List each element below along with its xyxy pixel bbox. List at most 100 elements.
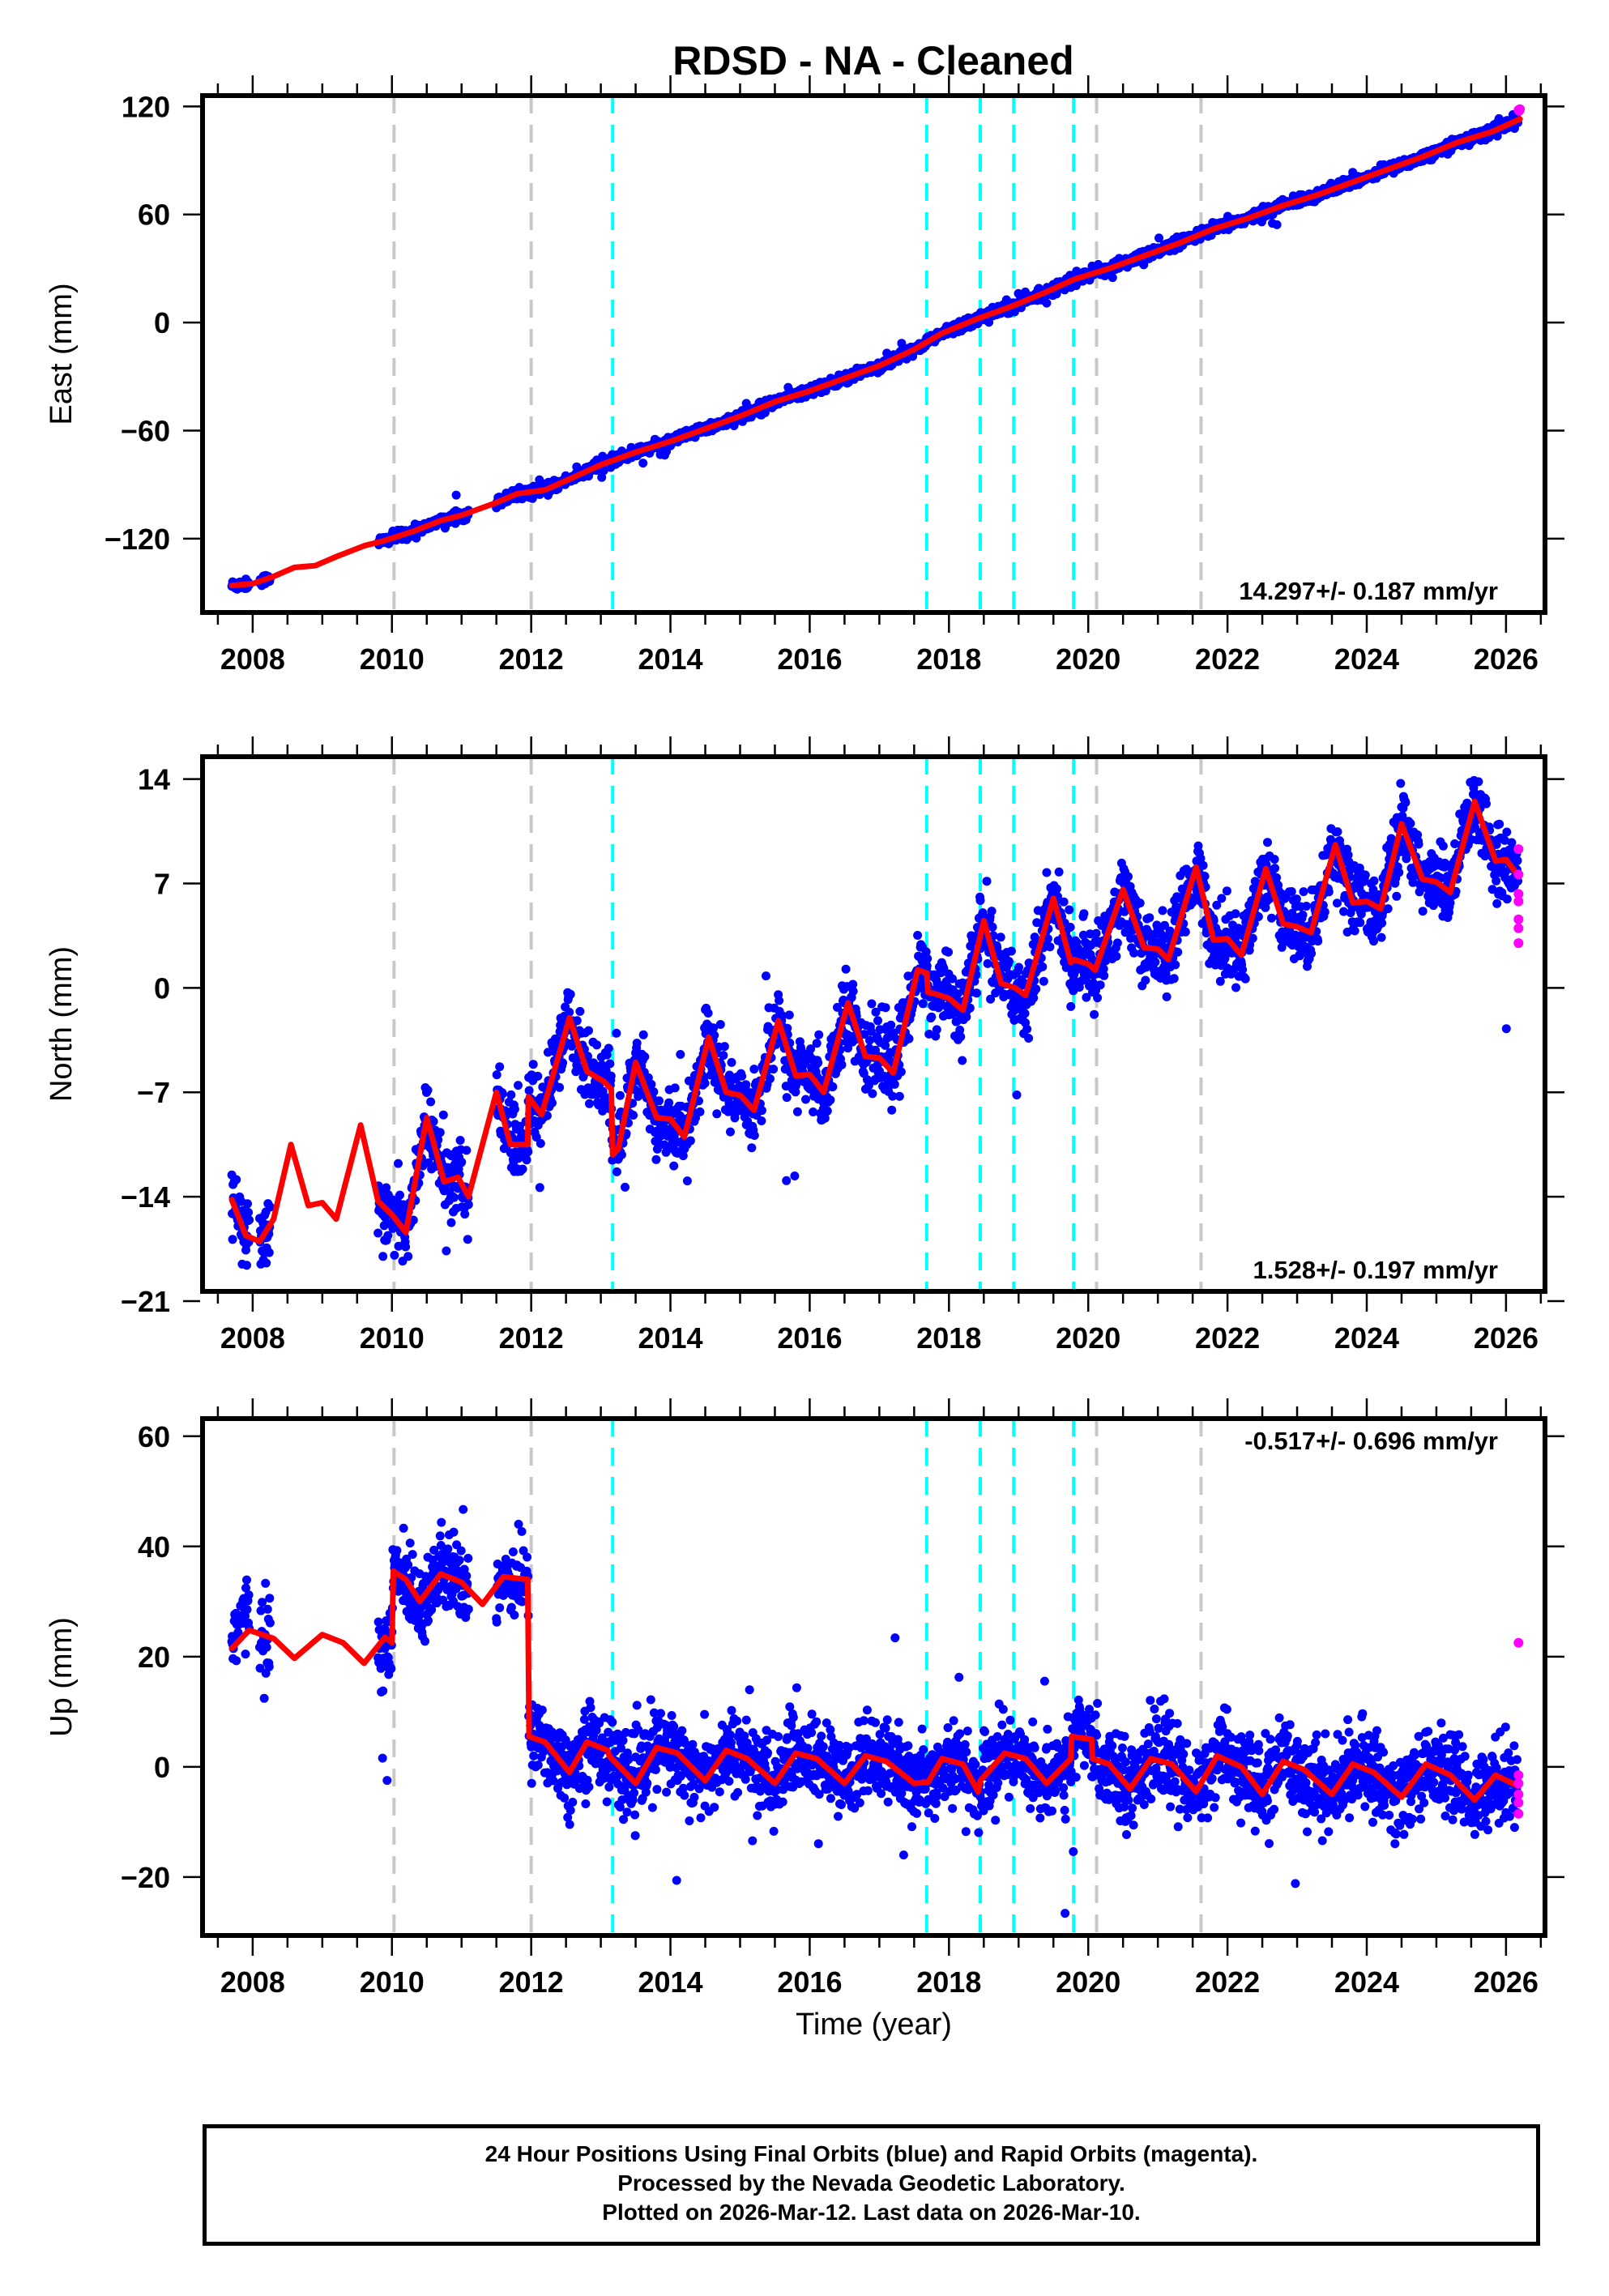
data-point [523,1147,533,1157]
data-point [986,994,996,1004]
data-point [536,1138,545,1148]
x-tick-label: 2022 [1195,642,1260,676]
data-point [1012,1090,1022,1099]
data-point [426,1097,436,1107]
data-point [617,1150,626,1159]
data-point [555,1082,565,1092]
data-point [243,1199,252,1209]
data-point [1492,131,1502,141]
data-point [457,1157,467,1167]
model-fit-line [228,116,1523,589]
data-point [1217,894,1227,903]
data-point [528,1060,538,1069]
data-point [1200,872,1210,881]
x-tick-label: 2008 [220,642,285,676]
data-point [678,1151,688,1161]
data-point [822,1106,832,1116]
data-point [1043,934,1052,944]
data-point [749,1131,759,1140]
data-point [585,1099,594,1108]
data-point [712,1109,722,1119]
data-point [923,954,933,963]
data-point [868,1089,877,1099]
data-point [826,1095,835,1105]
data-point [958,1056,967,1065]
data-point [647,1079,656,1089]
plot-area [227,757,1524,1291]
data-point [455,1136,465,1145]
data-point [904,1034,914,1043]
data-point [462,1146,472,1155]
data-point [1171,960,1180,970]
data-point [813,1058,823,1068]
data-point [1161,969,1171,979]
data-point [670,1083,680,1093]
data-point [1022,1024,1032,1034]
data-point [1095,980,1105,990]
data-point [638,1030,648,1039]
data-point [685,1136,695,1146]
data-point [948,974,958,984]
data-point [510,1104,519,1114]
data-point [1169,974,1179,984]
data-point [806,1044,816,1054]
data-point [567,1039,577,1049]
data-point [1066,1001,1076,1011]
data-point [1135,898,1145,908]
data-point [887,1105,897,1115]
data-point [1180,927,1190,937]
data-point [782,1176,792,1185]
data-point [676,1050,685,1059]
data-point [812,1039,822,1048]
panel-north: 2008 2010 2012 2014 2016 2018 2020 2022 2024 2026… [45,736,1564,1355]
data-point [1222,886,1231,896]
data-point [463,1200,473,1210]
data-point [890,1079,899,1089]
data-point [245,1215,254,1225]
data-point [881,1003,890,1013]
data-point [814,1030,824,1039]
data-point [724,1070,734,1080]
data-point [864,1035,874,1045]
data-point [843,1043,853,1053]
data-point [395,1190,404,1200]
rapid-orbit-point [1515,104,1526,114]
data-point [463,1235,472,1244]
data-point [373,1228,383,1238]
data-point [1112,951,1121,961]
data-point [875,1025,885,1035]
data-point [612,1028,621,1038]
data-point [1145,913,1154,923]
data-point [782,1093,792,1103]
data-point [848,979,858,989]
final-orbit-points [227,110,1522,594]
data-point [228,1235,237,1244]
data-point [450,1193,459,1202]
data-point [896,1067,906,1077]
data-point [975,896,985,905]
data-point [710,1031,719,1040]
data-point [727,1057,736,1067]
data-point [956,1032,966,1042]
data-point [932,1025,941,1035]
data-point [649,1087,659,1097]
data-point [757,1106,766,1116]
data-point [894,1091,904,1101]
data-point [435,1128,445,1137]
data-point [1099,964,1108,974]
x-tick-label: 2016 [777,642,842,676]
x-tick-label: 2026 [1474,642,1539,676]
data-point [632,1039,642,1048]
data-point [535,1183,544,1193]
y-axis-label: East (mm) [45,283,79,425]
data-point [749,1065,759,1074]
data-point [1099,971,1109,980]
data-point [394,1241,403,1251]
data-point [1054,867,1064,877]
data-point [715,1020,725,1029]
figure-title: RDSD - NA - Cleaned [672,38,1073,83]
data-point [548,1098,557,1107]
data-point [265,1202,275,1212]
data-point [651,1154,661,1164]
